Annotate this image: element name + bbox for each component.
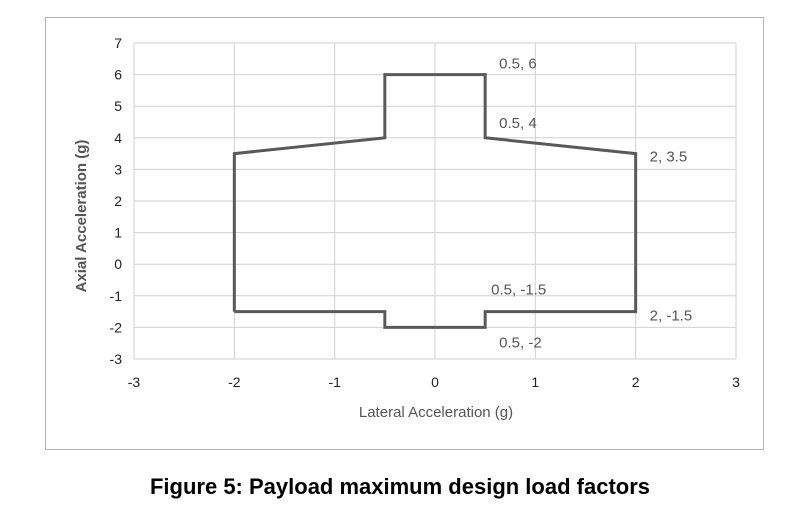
point-annotation: 0.5, 4 [499,115,537,132]
y-tick-label: 6 [114,67,122,83]
x-tick-label: 1 [531,374,539,390]
x-tick-label: 3 [732,374,740,390]
y-tick-label: 0 [114,256,122,272]
x-tick-label: -1 [328,374,341,390]
design-envelope-line [232,73,638,329]
figure-caption: Figure 5: Payload maximum design load fa… [149,474,651,499]
y-tick-label: 5 [114,98,122,114]
y-tick-label: 2 [114,193,122,209]
x-tick-label: 2 [632,374,640,390]
point-annotation: 2, 3.5 [650,149,688,166]
y-axis-title: Axial Acceleration (g) [73,140,90,293]
y-tick-label: -2 [110,319,123,335]
y-tick-label: -1 [110,288,123,304]
y-tick-label: -3 [110,351,123,367]
grid [133,42,737,360]
y-tick-label: 4 [114,130,122,146]
y-tick-labels: -3 -2 -1 0 1 2 3 4 5 6 7 [110,35,123,367]
x-tick-label: -3 [128,374,141,390]
chart-frame: -3 -2 -1 0 1 2 3 -3 -2 -1 0 1 2 3 4 5 6 7 0.5, 6 0.5, 4 2,… [45,17,764,450]
y-tick-label: 7 [114,35,122,51]
x-tick-label: -2 [228,374,241,390]
point-annotations: 0.5, 6 0.5, 4 2, 3.5 0.5, -1.5 2, -1.5 0.5, -… [491,56,692,352]
y-tick-label: 1 [114,225,122,241]
point-annotation: 0.5, 6 [499,56,537,73]
y-tick-label: 3 [114,161,122,177]
x-tick-labels: -3 -2 -1 0 1 2 3 [128,374,740,390]
x-axis-title: Lateral Acceleration (g) [359,404,513,421]
point-annotation: 0.5, -1.5 [491,282,546,299]
point-annotation: 0.5, -2 [499,334,542,351]
series [232,73,638,329]
load-factor-chart: -3 -2 -1 0 1 2 3 -3 -2 -1 0 1 2 3 4 5 6 7 0.5, 6 0.5, 4 2,… [73,35,740,421]
x-tick-label: 0 [431,374,439,390]
point-annotation: 2, -1.5 [650,308,693,325]
